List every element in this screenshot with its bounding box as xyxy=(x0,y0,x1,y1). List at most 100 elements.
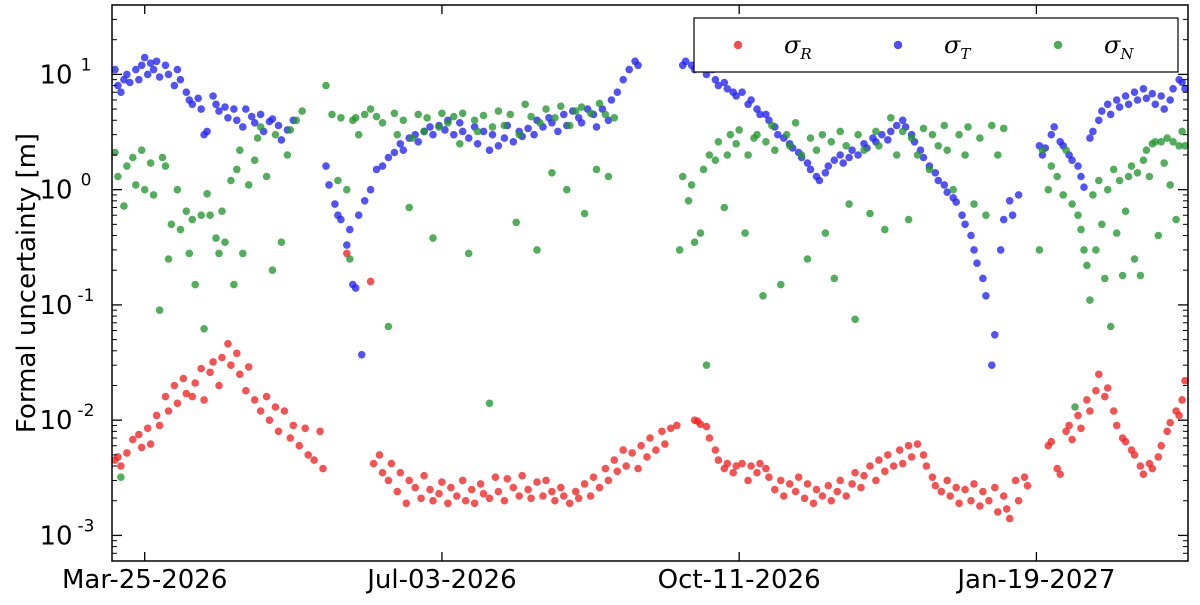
point-N xyxy=(494,107,503,115)
point-N xyxy=(366,105,375,113)
point-R xyxy=(494,487,503,496)
point-T xyxy=(940,181,949,189)
point-N xyxy=(723,151,732,159)
point-T xyxy=(824,162,833,170)
point-T xyxy=(176,75,185,84)
point-R xyxy=(851,468,859,477)
point-N xyxy=(735,126,743,134)
point-N xyxy=(515,130,523,139)
point-N xyxy=(343,185,351,194)
point-T xyxy=(892,121,901,130)
point-T xyxy=(1112,96,1121,104)
point-T xyxy=(711,75,720,84)
point-N xyxy=(1127,162,1136,170)
point-T xyxy=(604,116,613,125)
point-T xyxy=(1098,107,1106,115)
point-N xyxy=(322,81,330,90)
point-N xyxy=(610,114,619,122)
point-R xyxy=(1175,411,1183,420)
point-N xyxy=(236,146,244,154)
point-R xyxy=(286,434,295,442)
point-R xyxy=(123,449,131,457)
point-N xyxy=(262,172,271,181)
point-R xyxy=(435,489,443,498)
point-T xyxy=(1068,156,1076,164)
point-T xyxy=(634,61,642,70)
point-N xyxy=(390,109,399,118)
point-N xyxy=(277,238,286,246)
point-N xyxy=(845,200,853,208)
point-R xyxy=(1154,453,1163,461)
point-N xyxy=(458,109,467,118)
point-N xyxy=(473,127,482,136)
legend-label-N: σN xyxy=(1104,31,1134,63)
point-N xyxy=(268,266,277,275)
point-T xyxy=(1157,92,1165,100)
point-R xyxy=(384,476,393,485)
point-T xyxy=(1121,92,1130,100)
point-R xyxy=(161,392,170,401)
point-N xyxy=(1151,138,1160,146)
point-N xyxy=(881,225,889,234)
legend: σR σT σN xyxy=(693,17,1179,73)
point-R xyxy=(191,379,199,387)
point-N xyxy=(690,238,699,246)
point-N xyxy=(548,169,556,177)
point-N xyxy=(137,146,146,154)
point-R xyxy=(188,392,197,401)
point-T xyxy=(714,81,723,90)
point-T xyxy=(473,140,482,148)
point-T xyxy=(991,331,999,339)
point-T xyxy=(215,107,223,115)
point-N xyxy=(762,138,770,146)
point-R xyxy=(470,499,479,508)
point-R xyxy=(515,492,523,500)
legend-label-T: σT xyxy=(944,31,971,63)
point-N xyxy=(887,114,895,122)
point-T xyxy=(194,94,202,103)
point-T xyxy=(479,127,488,136)
point-N xyxy=(898,127,907,136)
point-N xyxy=(830,274,839,283)
x-tick-label: Jul-03-2026 xyxy=(365,565,516,595)
point-R xyxy=(396,468,405,477)
point-T xyxy=(1103,100,1112,109)
point-R xyxy=(316,427,324,436)
point-N xyxy=(580,209,589,218)
point-N xyxy=(705,151,714,159)
point-R xyxy=(369,459,378,468)
point-R xyxy=(800,494,809,503)
points-layer xyxy=(111,53,1189,523)
point-N xyxy=(206,211,214,219)
point-N xyxy=(1154,231,1163,240)
point-N xyxy=(563,185,571,194)
point-R xyxy=(233,349,241,358)
point-N xyxy=(1130,255,1139,263)
point-N xyxy=(167,220,176,229)
point-N xyxy=(1086,296,1094,304)
point-R xyxy=(405,476,414,485)
point-N xyxy=(1083,261,1091,270)
y-axis-title: Formal uncertainty [m] xyxy=(12,133,42,433)
point-R xyxy=(824,481,833,490)
y-tick-label: 10 xyxy=(39,291,72,321)
point-N xyxy=(123,162,131,170)
point-T xyxy=(1166,96,1174,104)
point-N xyxy=(521,100,529,109)
point-N xyxy=(1098,220,1106,229)
point-N xyxy=(744,151,752,159)
point-T xyxy=(1148,89,1157,98)
point-N xyxy=(1077,225,1085,234)
point-R xyxy=(580,480,589,488)
point-R xyxy=(524,485,532,494)
point-N xyxy=(687,181,696,189)
point-R xyxy=(179,374,188,383)
point-R xyxy=(1005,514,1014,523)
point-R xyxy=(705,434,714,442)
point-R xyxy=(378,468,387,477)
point-N xyxy=(114,172,122,181)
point-R xyxy=(366,277,375,286)
point-R xyxy=(485,494,494,503)
point-T xyxy=(958,211,966,219)
